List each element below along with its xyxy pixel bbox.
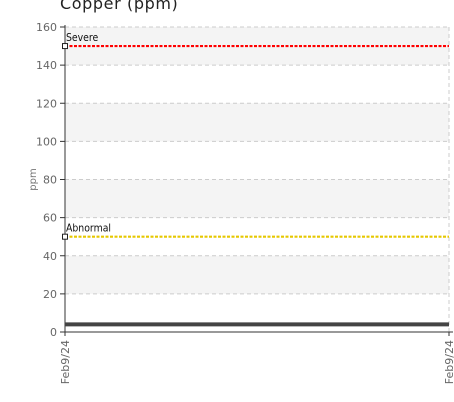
chart-title: Copper (ppm) bbox=[60, 0, 179, 13]
y-tick-label: 20 bbox=[43, 288, 57, 301]
x-tick-label: Feb9/24 bbox=[443, 340, 454, 384]
y-tick-label: 40 bbox=[43, 250, 57, 263]
y-axis-label: ppm bbox=[28, 168, 39, 190]
grid-band bbox=[65, 255, 449, 294]
y-tick-label: 0 bbox=[50, 326, 57, 339]
threshold-marker bbox=[62, 43, 68, 50]
y-tick-label: 140 bbox=[36, 59, 57, 72]
threshold-label-abnormal: Abnormal bbox=[66, 223, 111, 235]
threshold-label-severe: Severe bbox=[66, 32, 98, 44]
grid-band bbox=[65, 179, 449, 218]
grid-band bbox=[65, 103, 449, 142]
y-tick-label: 80 bbox=[43, 174, 57, 187]
x-tick-label: Feb9/24 bbox=[59, 340, 72, 384]
y-tick-label: 60 bbox=[43, 212, 57, 225]
y-tick-label: 100 bbox=[36, 135, 57, 148]
y-tick-label: 120 bbox=[36, 97, 57, 110]
y-tick-label: 160 bbox=[36, 21, 57, 34]
threshold-marker bbox=[62, 233, 68, 240]
